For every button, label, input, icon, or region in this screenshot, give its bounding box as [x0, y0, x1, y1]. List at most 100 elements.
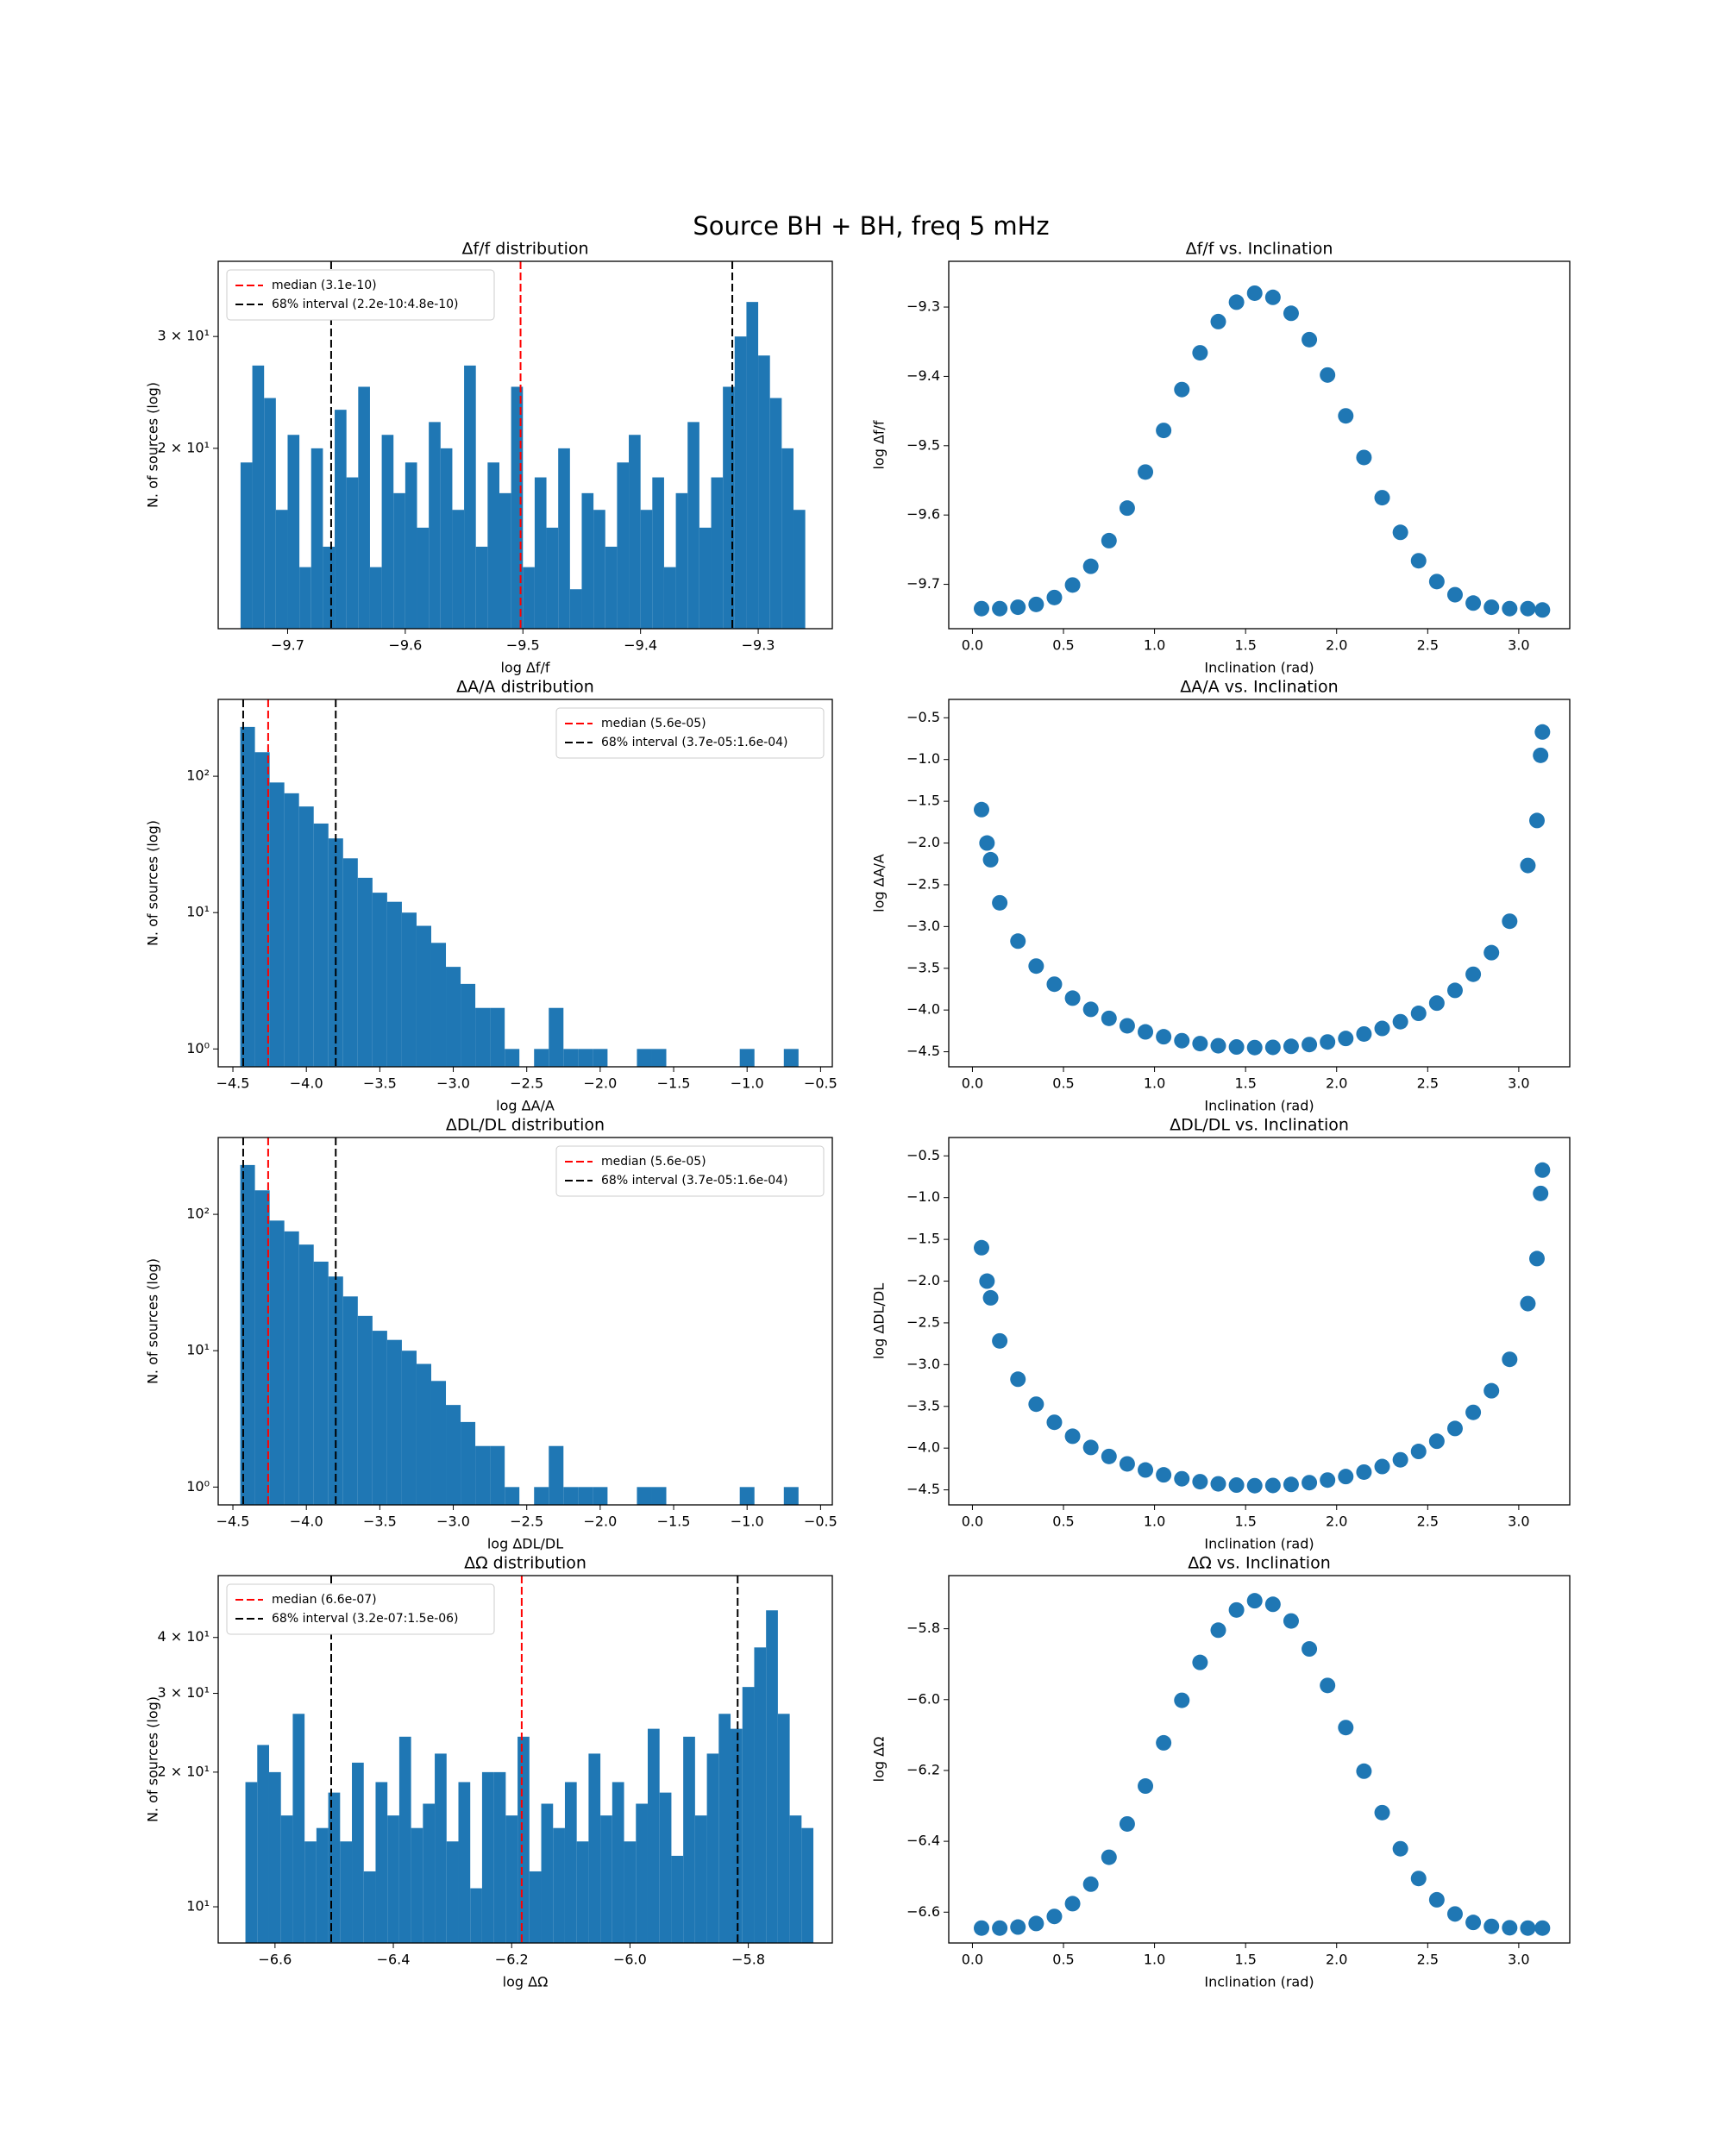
bar	[405, 462, 417, 629]
y-tick-label: −9.4	[906, 367, 940, 384]
subplot: 0.0 0.5 1.0 1.5 2.0 2.5 3.0 −4.5 −4.0 −3.5 −3.0 −2.…	[871, 1116, 1571, 1552]
x-tick-label: 0.5	[1052, 1075, 1074, 1092]
figure-title: Source BH + BH, freq 5 mHz	[693, 211, 1049, 241]
bar	[254, 1190, 270, 1505]
bar	[452, 510, 465, 629]
x-tick-label: 3.0	[1508, 1075, 1529, 1092]
x-tick-label: −9.6	[388, 637, 422, 654]
y-tick-label: −4.0	[906, 1001, 940, 1018]
x-tick-label: 0.5	[1052, 637, 1074, 654]
bar	[558, 448, 570, 629]
y-tick-label: −2.0	[906, 1272, 940, 1288]
x-tick-label: −9.7	[271, 637, 304, 654]
bar	[505, 1815, 518, 1943]
point	[1046, 589, 1063, 605]
bar	[546, 527, 559, 629]
point	[1302, 331, 1318, 348]
x-tick-label: −6.4	[377, 1952, 411, 1968]
bar	[446, 1405, 461, 1505]
x-tick-label: 1.5	[1234, 1075, 1256, 1092]
x-axis-label: log Δf/f	[500, 660, 549, 676]
bar	[435, 1753, 447, 1943]
point	[1465, 966, 1482, 982]
y-tick-label: −6.0	[906, 1690, 940, 1707]
x-tick-label: −1.0	[731, 1514, 764, 1530]
y-tick-label: 10¹	[186, 904, 210, 920]
bar	[534, 1049, 549, 1067]
bar	[581, 492, 594, 629]
bar	[718, 1714, 731, 1943]
point	[1101, 532, 1117, 548]
bar	[624, 1841, 637, 1943]
point	[1465, 1915, 1482, 1931]
point	[1064, 1896, 1081, 1912]
x-tick-label: 3.0	[1508, 1514, 1529, 1530]
subplot-title: ΔA/A vs. Inclination	[1180, 678, 1338, 697]
point	[1174, 1692, 1190, 1708]
point	[1264, 1596, 1281, 1613]
legend-box	[226, 1583, 495, 1635]
bar	[298, 1244, 314, 1505]
point	[992, 1920, 1008, 1936]
x-tick-label: −0.5	[804, 1514, 837, 1530]
bar	[640, 510, 653, 629]
bar	[381, 435, 394, 629]
point	[1356, 1463, 1372, 1480]
point	[1010, 933, 1026, 950]
point	[1119, 1018, 1135, 1034]
x-tick-label: 2.0	[1326, 637, 1347, 654]
bar	[647, 1728, 660, 1943]
point	[1228, 1039, 1245, 1056]
bar	[766, 1610, 778, 1943]
point	[1119, 1815, 1135, 1832]
bar	[663, 567, 676, 629]
point	[1082, 558, 1099, 574]
point	[979, 1273, 995, 1289]
point	[1484, 1918, 1500, 1934]
bar	[264, 398, 276, 629]
y-tick-label: −9.7	[906, 575, 940, 592]
bar	[386, 901, 402, 1067]
x-tick-label: −6.0	[613, 1952, 647, 1968]
point	[982, 1289, 999, 1306]
bar	[683, 1736, 695, 1943]
y-tick-label: −4.5	[906, 1043, 940, 1059]
x-axis-label: log ΔDL/DL	[487, 1536, 563, 1552]
bar	[423, 1803, 436, 1943]
point	[1210, 1037, 1226, 1054]
bar	[487, 462, 499, 629]
point	[1484, 599, 1500, 616]
x-tick-label: −2.5	[510, 1514, 543, 1530]
point	[1156, 1029, 1172, 1045]
bar	[569, 589, 582, 629]
bar	[529, 1871, 542, 1943]
bar	[742, 1687, 755, 1943]
bar	[534, 1487, 549, 1505]
y-tick-label: −9.3	[906, 298, 940, 315]
bar	[254, 752, 270, 1067]
bar	[342, 1296, 358, 1505]
bar	[416, 925, 431, 1067]
bar	[411, 1827, 423, 1943]
point	[1428, 995, 1445, 1012]
point	[1101, 1010, 1117, 1026]
bar	[493, 1771, 506, 1943]
y-tick-label: −1.0	[906, 750, 940, 767]
point	[1264, 1477, 1281, 1494]
bar	[534, 477, 547, 629]
y-tick-label: −0.5	[906, 1147, 940, 1163]
bar	[490, 1445, 505, 1505]
point	[1465, 1404, 1482, 1420]
point	[1320, 1472, 1336, 1489]
x-tick-label: −3.0	[436, 1075, 470, 1092]
point	[1210, 1476, 1226, 1492]
y-tick-label: 10²	[186, 768, 210, 784]
y-tick-label: −1.5	[906, 1231, 940, 1247]
bar	[284, 793, 299, 1067]
point	[1028, 596, 1044, 612]
point	[1320, 367, 1336, 383]
bar	[671, 1855, 684, 1943]
bar	[675, 492, 688, 629]
bar	[578, 1049, 593, 1067]
bar	[793, 510, 806, 629]
